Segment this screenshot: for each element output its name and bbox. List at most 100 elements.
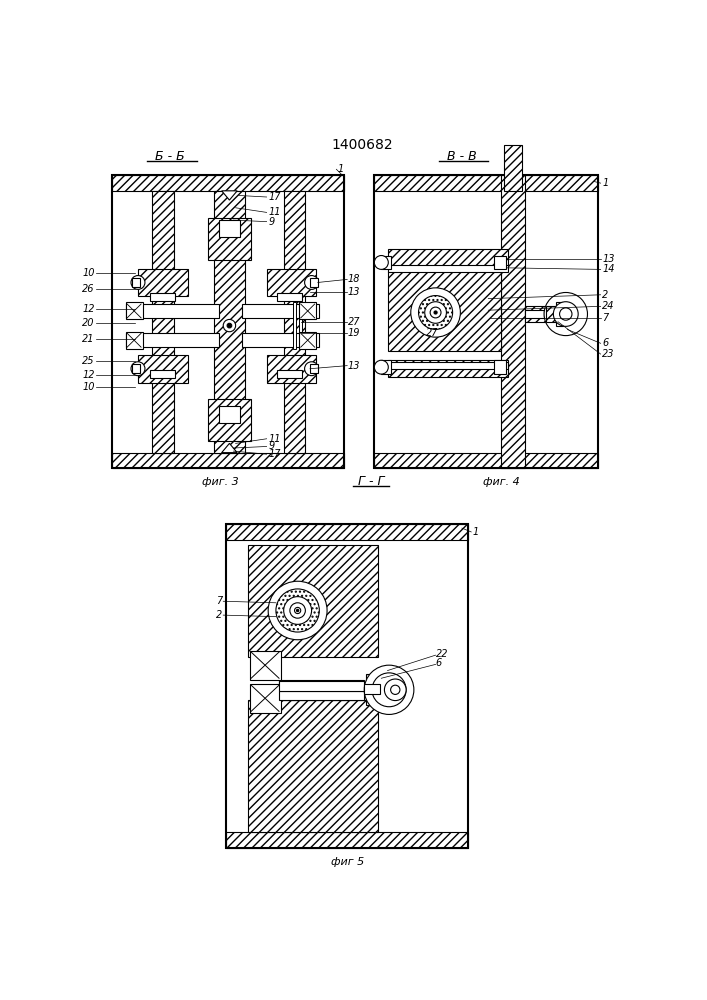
Text: 1: 1 [338, 164, 344, 174]
Bar [525, 306, 556, 322]
Bar [126, 304, 218, 318]
Bar [493, 360, 506, 374]
Circle shape [391, 685, 400, 694]
Text: 7: 7 [216, 596, 223, 606]
Bar [387, 271, 501, 351]
Text: 18: 18 [348, 274, 361, 284]
Bar [132, 364, 139, 373]
Circle shape [295, 607, 300, 614]
Bar [284, 191, 305, 453]
Circle shape [131, 276, 145, 289]
Circle shape [364, 665, 414, 714]
Bar [525, 310, 544, 318]
Circle shape [296, 609, 299, 612]
Bar [248, 545, 378, 657]
Circle shape [425, 302, 446, 323]
Bar [387, 362, 508, 369]
Circle shape [131, 362, 145, 376]
Text: 20: 20 [82, 318, 95, 328]
Text: 2: 2 [602, 290, 609, 300]
Text: В - В: В - В [447, 150, 477, 163]
Text: 27: 27 [348, 317, 361, 327]
Text: 26: 26 [82, 284, 95, 294]
Bar [364, 684, 380, 694]
Text: 21: 21 [82, 334, 95, 344]
Bar [226, 832, 468, 848]
Bar [381, 360, 391, 374]
Bar [218, 406, 240, 423]
Bar [299, 302, 316, 319]
Bar [279, 681, 364, 691]
Text: 12: 12 [82, 304, 95, 314]
Bar [132, 278, 139, 287]
Text: 23: 23 [602, 349, 614, 359]
Bar [501, 175, 525, 468]
Circle shape [372, 673, 406, 707]
Text: 14: 14 [602, 264, 614, 274]
Text: Г - Г: Г - Г [358, 475, 385, 488]
Circle shape [385, 679, 406, 701]
Circle shape [227, 323, 232, 328]
Circle shape [223, 319, 235, 332]
Bar [214, 191, 245, 453]
Circle shape [430, 307, 441, 318]
Bar [373, 175, 598, 468]
Bar [242, 333, 320, 347]
Bar [373, 175, 598, 191]
Text: фиг. 4: фиг. 4 [483, 477, 520, 487]
Circle shape [284, 597, 312, 624]
Text: 6: 6 [436, 658, 442, 668]
Bar [310, 364, 317, 373]
Bar [267, 269, 316, 296]
Bar [299, 302, 303, 349]
Bar [387, 360, 508, 377]
Bar [248, 700, 378, 832]
Bar [151, 370, 175, 378]
Text: 12: 12 [82, 370, 95, 380]
Bar [373, 453, 598, 468]
Polygon shape [222, 443, 237, 453]
Bar [152, 191, 174, 453]
Circle shape [305, 362, 319, 376]
Text: 17: 17 [268, 192, 281, 202]
Bar [546, 306, 567, 322]
Bar [226, 524, 468, 848]
Text: 17: 17 [268, 449, 281, 459]
Bar [126, 332, 143, 349]
Bar [504, 145, 522, 191]
Text: 13: 13 [348, 287, 361, 297]
Circle shape [374, 256, 388, 269]
Bar [293, 302, 296, 349]
Text: 22: 22 [436, 649, 448, 659]
Text: 13: 13 [348, 361, 361, 371]
Circle shape [411, 288, 460, 337]
Polygon shape [222, 191, 237, 200]
Bar [218, 220, 240, 237]
Text: 6: 6 [602, 338, 609, 348]
Text: 24: 24 [602, 301, 614, 311]
Text: фиг. 3: фиг. 3 [201, 477, 238, 487]
Text: 13: 13 [602, 254, 614, 264]
Text: 11: 11 [268, 434, 281, 444]
Text: 25: 25 [82, 356, 95, 366]
Circle shape [419, 296, 452, 329]
Text: 11: 11 [268, 207, 281, 217]
Bar [378, 675, 402, 703]
Bar [277, 293, 303, 301]
Bar [299, 332, 316, 349]
Text: 9: 9 [268, 217, 274, 227]
Text: 27: 27 [426, 328, 439, 338]
Bar [267, 355, 316, 383]
Text: 1: 1 [602, 178, 609, 188]
Bar [279, 691, 364, 700]
Circle shape [290, 603, 305, 618]
Text: 19: 19 [348, 328, 361, 338]
Bar [310, 278, 317, 287]
Bar [387, 249, 508, 266]
Circle shape [559, 308, 572, 320]
Bar [277, 370, 303, 378]
Circle shape [276, 589, 320, 632]
Bar [138, 269, 187, 296]
Circle shape [554, 302, 578, 326]
Text: 10: 10 [82, 268, 95, 278]
